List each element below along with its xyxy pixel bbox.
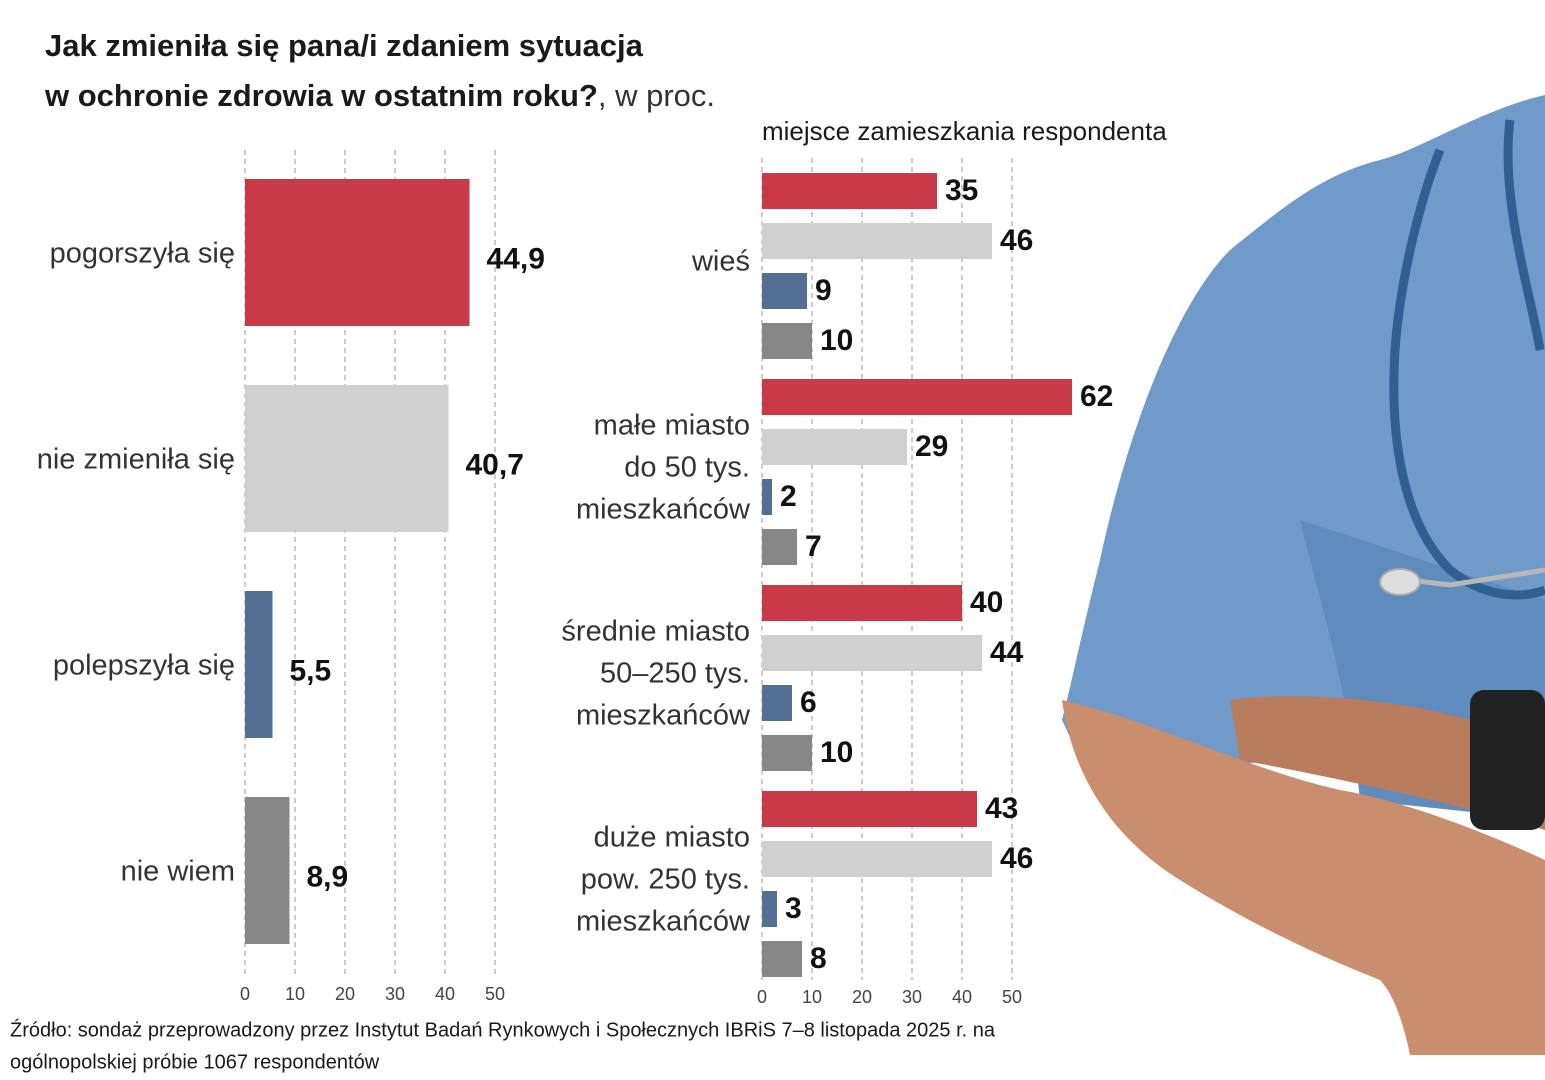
x-tick-label: 30: [385, 984, 405, 1004]
value-label: 62: [1080, 380, 1113, 413]
bar: [762, 379, 1072, 415]
category-label: mieszkańców: [576, 494, 751, 526]
category-label: do 50 tys.: [624, 452, 750, 484]
source: Źródło: sondaż przeprowadzony przez Inst…: [10, 1018, 996, 1041]
value-label: 2: [780, 480, 797, 513]
value-label: 43: [985, 792, 1018, 825]
value-label: 3: [785, 892, 802, 925]
bar: [762, 323, 812, 359]
x-tick-label: 40: [435, 984, 455, 1004]
x-tick-label: 0: [240, 984, 250, 1004]
x-tick-label: 20: [852, 987, 872, 1007]
bar: [762, 685, 792, 721]
x-tick-label: 20: [335, 984, 355, 1004]
x-tick-label: 10: [285, 984, 305, 1004]
value-label: 7: [805, 530, 822, 563]
x-tick-label: 10: [802, 987, 822, 1007]
bar: [245, 179, 470, 326]
bar: [762, 941, 802, 977]
bar: [762, 529, 797, 565]
bar: [762, 791, 977, 827]
category-label: wieś: [691, 246, 750, 278]
value-label: 40: [970, 586, 1003, 619]
category-label: pogorszyła się: [50, 238, 235, 270]
value-label: 40,7: [466, 448, 524, 481]
title-line: w ochronie zdrowia w ostatnim roku?: [44, 78, 598, 113]
bar: [762, 479, 772, 515]
photo: [1062, 95, 1545, 1055]
value-label: 44: [990, 636, 1024, 669]
value-label: 29: [915, 430, 948, 463]
bar: [762, 585, 962, 621]
category-label: 50–250 tys.: [600, 658, 750, 690]
bar: [762, 273, 807, 309]
category-label: polepszyła się: [53, 650, 235, 682]
value-label: 35: [945, 174, 978, 207]
category-label: mieszkańców: [576, 906, 751, 938]
x-tick-label: 50: [1002, 987, 1022, 1007]
value-label: 10: [820, 324, 853, 357]
bar: [245, 797, 290, 944]
value-label: 9: [815, 274, 832, 307]
bar: [762, 735, 812, 771]
unit-note: , w proc.: [598, 78, 715, 113]
bar: [762, 891, 777, 927]
bar: [762, 635, 982, 671]
source: ogólnopolskiej próbie 1067 respondentów: [10, 1051, 380, 1073]
bar: [245, 591, 273, 738]
title-line: w ochronie zdrowia w ostatnim roku?, w p…: [44, 78, 715, 113]
subtitle: miejsce zamieszkania respondenta: [762, 116, 1167, 146]
category-label: duże miasto: [594, 822, 750, 854]
value-label: 8: [810, 942, 827, 975]
category-label: pow. 250 tys.: [581, 864, 750, 896]
value-label: 44,9: [487, 242, 545, 275]
x-tick-label: 0: [757, 987, 767, 1007]
bar: [762, 173, 937, 209]
category-label: średnie miasto: [561, 616, 750, 648]
value-label: 10: [820, 736, 853, 769]
category-label: nie wiem: [121, 856, 235, 888]
category-label: nie zmieniła się: [37, 444, 235, 476]
value-label: 5,5: [290, 654, 332, 687]
x-tick-label: 30: [902, 987, 922, 1007]
bar: [762, 223, 992, 259]
value-label: 8,9: [307, 860, 349, 893]
value-label: 46: [1000, 842, 1033, 875]
bar: [762, 841, 992, 877]
value-label: 46: [1000, 224, 1033, 257]
bar: [245, 385, 449, 532]
value-label: 6: [800, 686, 817, 719]
title-line: Jak zmieniła się pana/i zdaniem sytuacja: [45, 28, 644, 63]
x-tick-label: 40: [952, 987, 972, 1007]
bar: [762, 429, 907, 465]
category-label: mieszkańców: [576, 700, 751, 732]
x-tick-label: 50: [485, 984, 505, 1004]
category-label: małe miasto: [594, 410, 750, 442]
